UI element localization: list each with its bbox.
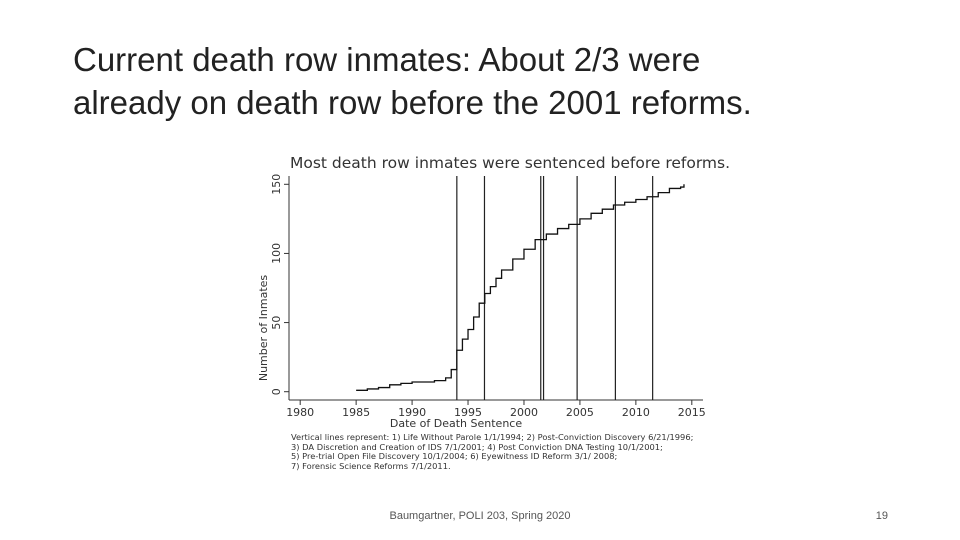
y-tick-label: 50 bbox=[270, 316, 283, 330]
x-tick-label: 2005 bbox=[566, 406, 594, 419]
y-tick-label: 0 bbox=[270, 388, 283, 395]
y-tick-label: 100 bbox=[270, 243, 283, 264]
chart-note-line: 3) DA Discretion and Creation of IDS 7/1… bbox=[291, 441, 663, 452]
page-number: 19 bbox=[875, 510, 888, 522]
chart-note-line: 7) Forensic Science Reforms 7/1/2011. bbox=[291, 460, 451, 471]
chart-axes bbox=[284, 176, 703, 405]
chart-labels: 1980 1985 1990 1995 2000 2005 2010 2015 0 50 100 15… bbox=[257, 174, 706, 430]
chart-note-line: 5) Pre-trial Open File Discovery 10/1/20… bbox=[291, 451, 618, 462]
chart-notes: Vertical lines represent: 1) Life Withou… bbox=[291, 432, 711, 471]
chart-note-line: Vertical lines represent: 1) Life Withou… bbox=[291, 432, 694, 442]
x-tick-label: 2015 bbox=[678, 406, 706, 419]
x-axis-title: Date of Death Sentence bbox=[390, 417, 522, 430]
slide-title: Current death row inmates: About 2/3 wer… bbox=[73, 38, 933, 124]
chart-title: Most death row inmates were sentenced be… bbox=[290, 154, 731, 172]
inmates-cumulative-line bbox=[356, 184, 685, 391]
chart-panel bbox=[255, 145, 720, 485]
x-tick-label: 1980 bbox=[286, 406, 314, 419]
slide-title-line-2: already on death row before the 2001 ref… bbox=[73, 84, 752, 121]
y-tick-label: 150 bbox=[270, 174, 283, 195]
y-axis-title: Number of Inmates bbox=[257, 275, 270, 382]
slide-footer: Baumgartner, POLI 203, Spring 2020 bbox=[389, 510, 571, 522]
x-tick-label: 1985 bbox=[342, 406, 370, 419]
x-tick-label: 1990 bbox=[398, 406, 426, 419]
chart-series bbox=[356, 184, 685, 391]
x-tick-label: 2000 bbox=[510, 406, 538, 419]
slide-title-line-1: Current death row inmates: About 2/3 wer… bbox=[73, 41, 701, 78]
reform-vertical-lines bbox=[456, 176, 654, 400]
x-tick-label: 2010 bbox=[622, 406, 650, 419]
x-tick-label: 1995 bbox=[454, 406, 482, 419]
